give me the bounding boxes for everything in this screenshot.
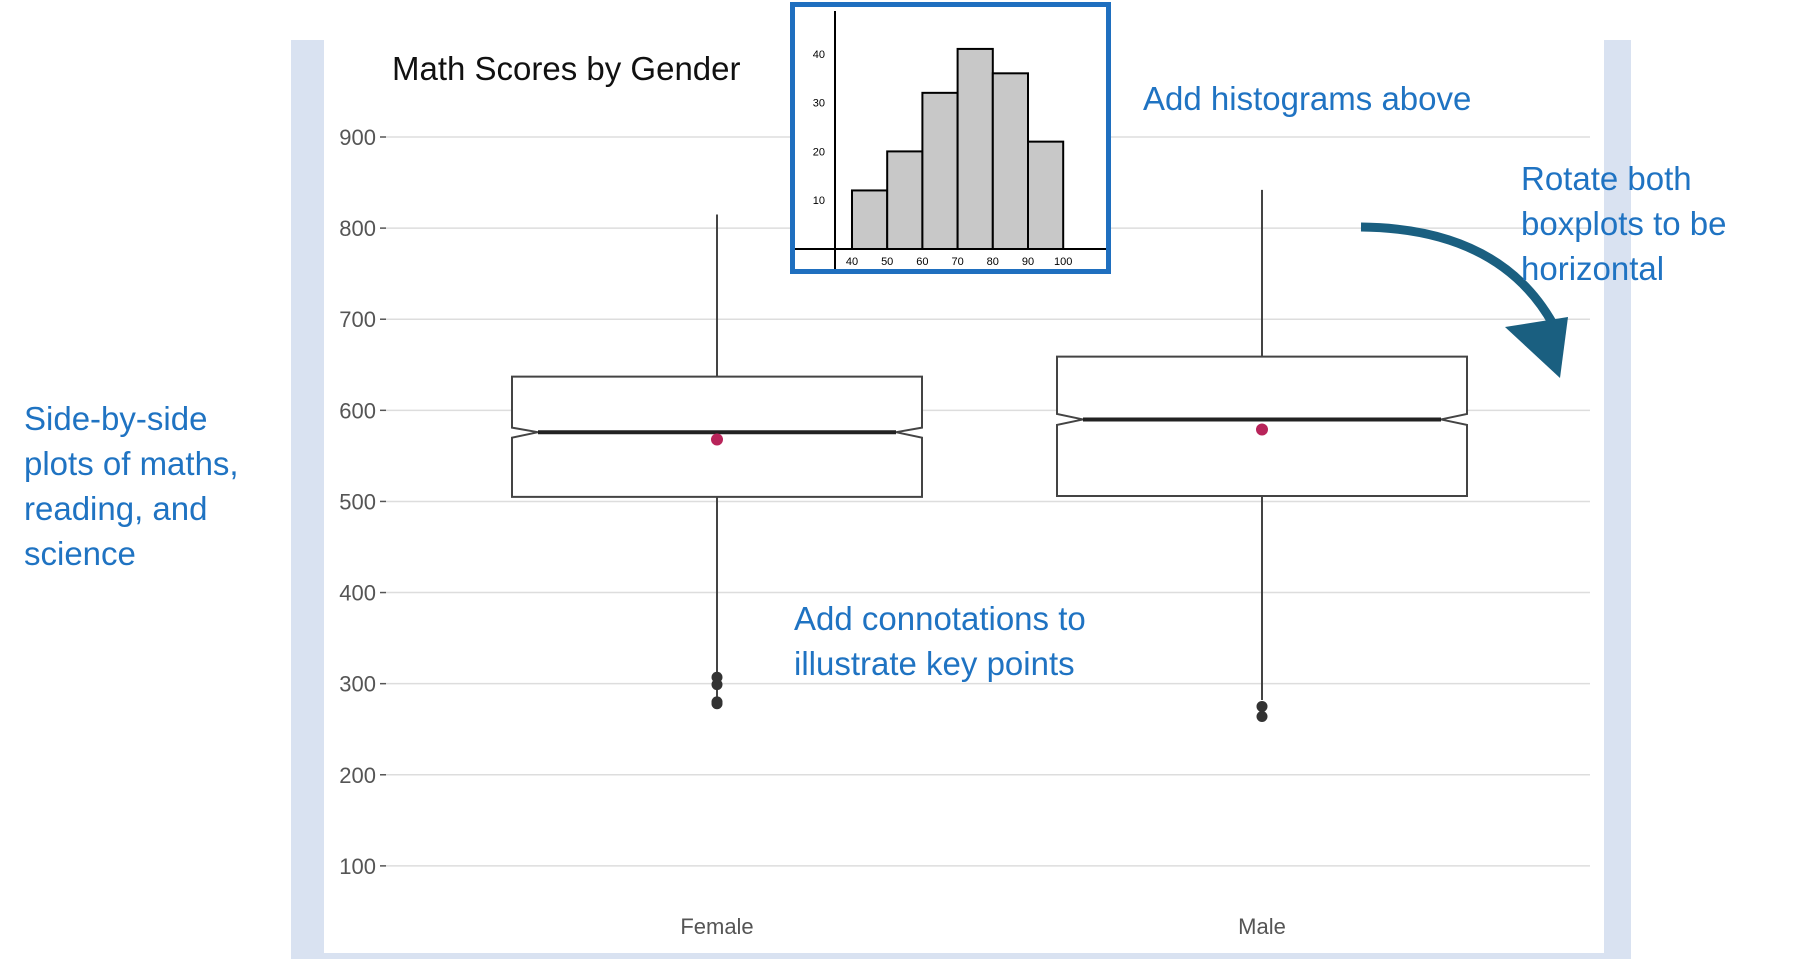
annotation-histograms: Add histograms above bbox=[1143, 80, 1472, 117]
y-tick-label: 800 bbox=[339, 216, 376, 241]
x-axis: Female Male bbox=[680, 914, 1286, 939]
histogram-bar bbox=[991, 72, 1030, 250]
histogram-y-tick-label: 40 bbox=[813, 49, 825, 61]
outlier-point bbox=[711, 696, 723, 708]
histogram-bar bbox=[851, 189, 889, 251]
y-tick-label: 100 bbox=[339, 854, 376, 879]
histogram-bar bbox=[956, 47, 994, 250]
outlier-point bbox=[711, 671, 723, 683]
x-tick-label: Female bbox=[680, 914, 753, 939]
histogram-bar bbox=[921, 91, 959, 250]
histogram-x-tick-label: 40 bbox=[846, 256, 858, 268]
y-axis: 100 200 300 400 500 600 700 800 900 bbox=[339, 125, 386, 879]
y-tick-label: 700 bbox=[339, 307, 376, 332]
y-tick-label: 900 bbox=[339, 125, 376, 150]
boxplot-male bbox=[1056, 189, 1468, 722]
histogram-y-tick-label: 20 bbox=[813, 146, 825, 158]
mean-point bbox=[1256, 423, 1268, 436]
boxplot-female bbox=[511, 214, 923, 710]
curved-arrow-down-right-icon bbox=[1360, 222, 1557, 327]
histogram-inset: 10 20 30 40 40 50 60 70 80 90 100 bbox=[790, 2, 1111, 274]
annotation-connotations: Add connotations to illustrate key point… bbox=[794, 600, 1086, 682]
histogram-x-tick-label: 70 bbox=[951, 256, 963, 268]
outlier-point bbox=[1256, 710, 1268, 722]
x-tick-label: Male bbox=[1238, 914, 1286, 939]
annotation-side-by-side: Side-by-side plots of maths, reading, an… bbox=[24, 400, 239, 572]
y-tick-label: 500 bbox=[339, 489, 376, 514]
boxplots bbox=[511, 189, 1468, 722]
arrow-head bbox=[1505, 317, 1568, 378]
histogram-x-tick-label: 90 bbox=[1022, 256, 1034, 268]
histogram-chart: 10 20 30 40 40 50 60 70 80 90 100 bbox=[795, 11, 1106, 269]
histogram-x-tick-label: 100 bbox=[1054, 256, 1072, 268]
histogram-x-tick-label: 50 bbox=[881, 256, 893, 268]
histogram-x-tick-label: 60 bbox=[916, 256, 928, 268]
histogram-bar bbox=[886, 150, 924, 250]
outlier-point bbox=[1256, 700, 1268, 712]
y-tick-label: 600 bbox=[339, 398, 376, 423]
histogram-bar bbox=[1027, 140, 1065, 250]
y-tick-label: 200 bbox=[339, 763, 376, 788]
y-tick-label: 300 bbox=[339, 672, 376, 697]
histogram-x-tick-label: 80 bbox=[987, 256, 999, 268]
annotation-rotate: Rotate both boxplots to be horizontal bbox=[1521, 160, 1727, 287]
mean-point bbox=[711, 433, 723, 446]
histogram-y-tick-label: 30 bbox=[813, 98, 825, 110]
chart-title: Math Scores by Gender bbox=[392, 50, 741, 87]
histogram-y-tick-label: 10 bbox=[813, 195, 825, 207]
y-tick-label: 400 bbox=[339, 581, 376, 606]
